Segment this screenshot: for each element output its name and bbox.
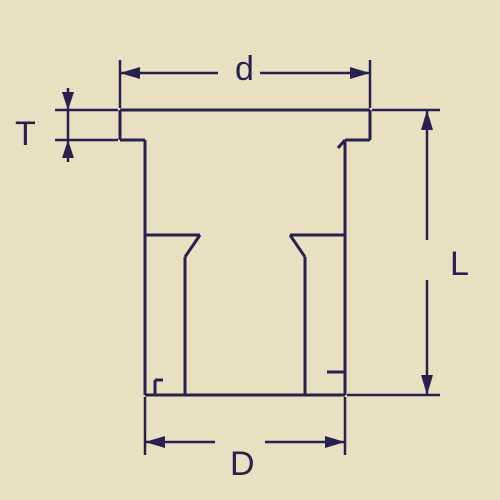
- part-outline: [120, 110, 370, 395]
- label-t: T: [15, 115, 36, 153]
- label-l: L: [450, 245, 469, 283]
- technical-drawing: T d L D: [0, 0, 500, 500]
- dimension-t: [55, 88, 118, 162]
- dimension-l: [347, 110, 440, 395]
- label-capital-d: D: [230, 445, 255, 483]
- label-d: d: [235, 50, 254, 88]
